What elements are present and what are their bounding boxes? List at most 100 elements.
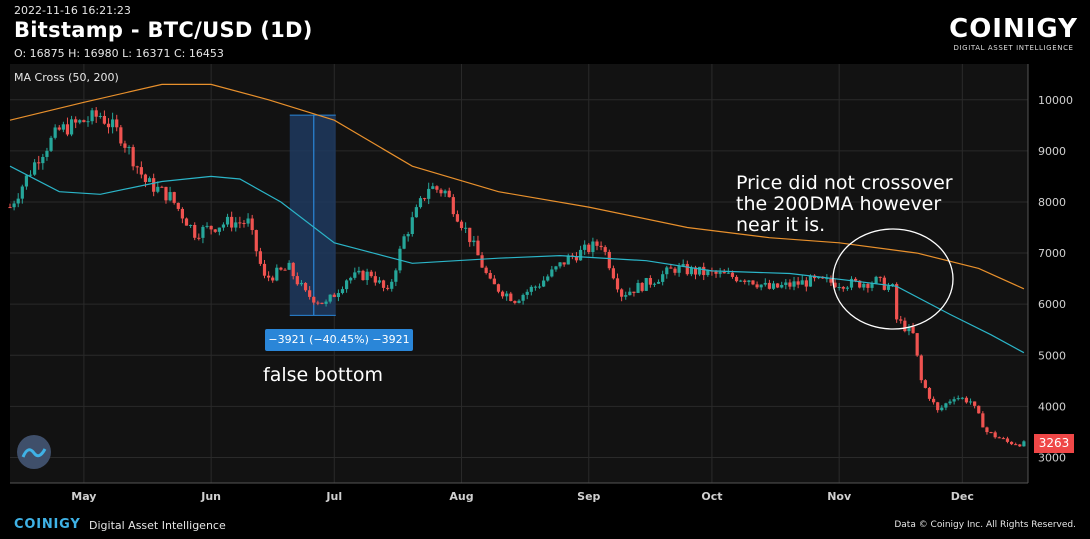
candle-body	[217, 227, 221, 232]
candle-body	[562, 262, 566, 265]
candle-body	[320, 302, 324, 304]
candle-body	[336, 293, 340, 298]
x-tick-label: Sep	[577, 490, 600, 503]
candle-body	[45, 150, 49, 157]
candle-body	[661, 274, 665, 282]
y-tick-label: 6000	[1038, 298, 1066, 311]
candle-body	[841, 286, 845, 289]
candle-body	[308, 290, 312, 297]
candle-body	[677, 265, 681, 273]
candle-body	[472, 240, 476, 243]
candle-body	[353, 272, 357, 278]
annotation-false-bottom: false bottom	[263, 364, 383, 386]
candle-body	[718, 272, 722, 274]
candle-body	[903, 320, 907, 332]
indicator-label: MA Cross (50, 200)	[14, 71, 119, 84]
candle-body	[874, 276, 878, 284]
candle-body	[271, 277, 275, 281]
candle-body	[258, 251, 262, 264]
candle-body	[262, 263, 267, 276]
candle-body	[283, 269, 287, 271]
candle-body	[16, 198, 20, 204]
x-tick-label: Dec	[951, 490, 974, 503]
candle-body	[20, 186, 24, 199]
candle-body	[529, 286, 533, 292]
candle-body	[386, 287, 390, 289]
measure-box	[289, 115, 336, 316]
candle-body	[250, 218, 254, 231]
candle-body	[525, 291, 529, 295]
candle-body	[28, 174, 33, 176]
candle-body	[459, 221, 464, 228]
candle-body	[1005, 438, 1010, 442]
candle-body	[739, 280, 743, 282]
candle-body	[755, 284, 759, 288]
candle-body	[176, 202, 180, 209]
candle-body	[956, 398, 960, 400]
candle-body	[558, 262, 562, 267]
candle-body	[213, 229, 217, 232]
candle-body	[160, 186, 164, 188]
candle-body	[205, 225, 209, 227]
y-tick-label: 10000	[1038, 94, 1073, 107]
annotation-circle	[832, 228, 954, 330]
candle-body	[849, 278, 854, 288]
candle-body	[689, 267, 694, 275]
candle-body	[447, 190, 451, 198]
logo-word: COINIGY	[949, 14, 1078, 44]
candle-body	[344, 280, 349, 290]
candle-body	[985, 427, 989, 433]
candle-body	[927, 387, 932, 399]
wave-icon[interactable]	[17, 435, 51, 469]
candle-body	[435, 186, 439, 190]
candle-body	[135, 166, 139, 168]
candle-body	[221, 224, 226, 228]
candle-body	[640, 282, 644, 291]
candle-body	[197, 237, 201, 239]
candle-body	[246, 218, 250, 224]
y-tick-label: 4000	[1038, 400, 1066, 413]
candle-body	[685, 264, 689, 275]
candle-body	[517, 300, 521, 303]
candle-body	[484, 267, 488, 273]
x-tick-label: Aug	[449, 490, 473, 503]
chart-header: 2022-11-16 16:21:23 Bitstamp - BTC/USD (…	[0, 0, 1090, 64]
coinigy-logo: COINIGY DIGITAL ASSET INTELLIGENCE	[949, 14, 1078, 52]
candle-body	[726, 272, 730, 274]
candle-body	[615, 278, 620, 290]
candle-body	[361, 270, 365, 281]
candle-body	[907, 326, 911, 332]
candle-body	[119, 127, 123, 144]
candle-body	[681, 264, 685, 266]
candle-body	[332, 294, 336, 298]
price-chart[interactable]: 3000 4000 5000 6000 7000 8000 9000 10000 May Jun J…	[0, 64, 1090, 512]
candle-body	[550, 269, 554, 277]
candle-body	[656, 281, 661, 284]
candle-body	[1009, 441, 1014, 445]
candle-body	[291, 262, 295, 277]
candle-body	[193, 224, 197, 238]
candle-body	[792, 281, 796, 287]
candle-body	[328, 294, 332, 302]
candle-body	[254, 230, 258, 252]
candle-body	[209, 225, 213, 230]
candle-body	[82, 120, 86, 123]
candle-body	[698, 266, 702, 275]
candle-body	[377, 280, 382, 283]
candle-body	[858, 280, 862, 288]
candle-body	[870, 283, 874, 288]
candle-body	[33, 162, 37, 175]
candle-body	[591, 241, 595, 253]
candle-body	[751, 280, 755, 285]
footer-tagline: Digital Asset Intelligence	[89, 519, 226, 532]
candle-body	[804, 280, 808, 287]
candle-body	[603, 247, 607, 252]
candle-body	[981, 413, 985, 428]
footer: COINIGY Digital Asset Intelligence Data …	[0, 512, 1090, 539]
candle-body	[800, 280, 804, 285]
candle-body	[714, 271, 718, 274]
candle-body	[521, 294, 525, 301]
candle-body	[451, 197, 455, 215]
candle-body	[184, 218, 189, 226]
candle-body	[788, 282, 792, 287]
